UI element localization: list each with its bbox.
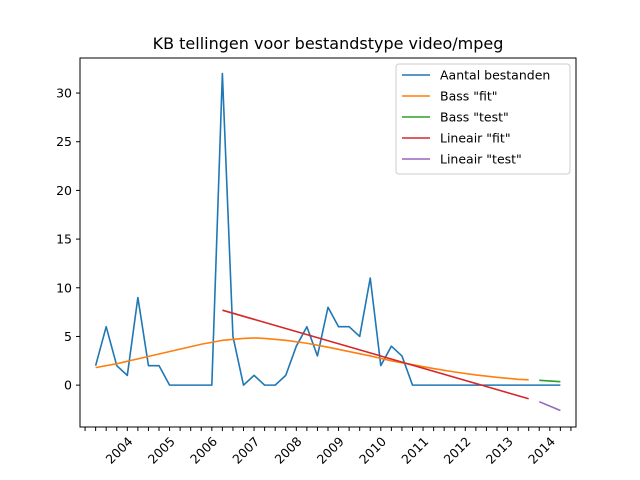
y-tick-label-5: 25 [56,134,72,149]
y-axis: 0 5 10 15 20 25 30 [56,86,80,393]
y-tick-label-0: 0 [64,378,72,393]
x-tick-label-5: 2009 [314,434,347,467]
x-tick-label-3: 2007 [229,434,262,467]
legend-label-3: Bass "test" [440,110,509,125]
legend-label-4: Lineair "fit" [440,131,511,146]
x-tick-label-4: 2008 [272,434,305,467]
x-tick-label-7: 2011 [398,434,431,467]
legend-label-1: Aantal bestanden [440,68,550,83]
x-axis: 2004 2005 2006 2007 2008 2009 2010 2011 2012 2013… [84,427,572,467]
series-line-4 [222,309,529,400]
legend-label-2: Bass "fit" [440,89,498,104]
y-tick-label-3: 15 [56,232,72,247]
x-tick-label-1: 2005 [145,434,178,467]
series-line-5 [538,400,561,412]
legend-box [395,63,571,175]
x-tick-label-10: 2014 [525,434,558,467]
x-tick-label-9: 2013 [483,434,516,467]
y-tick-label-6: 30 [56,86,72,101]
x-tick-label-2: 2006 [187,434,220,467]
legend-label-5: Lineair "test" [440,152,522,167]
y-tick-label-4: 20 [56,183,72,198]
x-tick-label-0: 2004 [103,434,136,467]
y-tick-label-2: 10 [56,280,72,295]
chart-title: KB tellingen voor bestandstype video/mpe… [153,34,504,53]
series-line-2 [95,337,529,381]
series-line-3 [539,379,561,383]
legend: Aantal bestanden Bass "fit" Bass "test" Lin… [395,63,571,175]
x-tick-label-6: 2010 [356,434,389,467]
x-tick-label-8: 2012 [441,434,474,467]
y-tick-label-1: 5 [64,329,72,344]
